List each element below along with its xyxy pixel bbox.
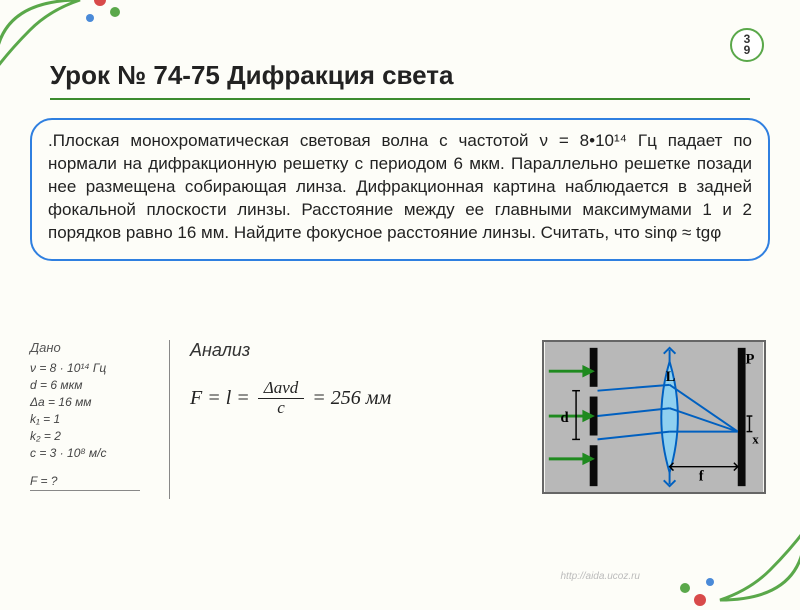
label-L: L bbox=[666, 369, 676, 385]
grating-segment bbox=[590, 348, 598, 387]
svg-text:f: f bbox=[699, 468, 704, 484]
watermark: http://aida.ucoz.ru bbox=[561, 571, 641, 582]
slide-title: Урок № 74-75 Дифракция света bbox=[50, 60, 454, 91]
formula-lhs: F = l = bbox=[190, 387, 250, 410]
analysis-heading: Анализ bbox=[190, 340, 522, 361]
given-line: ν = 8 · 10¹⁴ Гц bbox=[30, 361, 160, 375]
title-underline bbox=[50, 98, 750, 100]
svg-text:d: d bbox=[560, 410, 568, 426]
svg-text:x: x bbox=[752, 432, 759, 446]
diagram-column: d P L bbox=[542, 340, 770, 499]
given-heading: Дано bbox=[30, 340, 160, 355]
body-area: Дано ν = 8 · 10¹⁴ Гц d = 6 мкм Δa = 16 м… bbox=[30, 340, 770, 499]
given-line: k₁ = 1 bbox=[30, 412, 160, 426]
corner-ornament-br bbox=[650, 510, 800, 610]
analysis-column: Анализ F = l = Δaνd c = 256 мм bbox=[190, 340, 522, 499]
given-line: Δa = 16 мм bbox=[30, 395, 160, 409]
formula-fraction: Δaνd c bbox=[258, 379, 305, 417]
given-line: d = 6 мкм bbox=[30, 378, 160, 392]
screen bbox=[738, 348, 746, 486]
formula-result: = 256 мм bbox=[312, 387, 391, 410]
label-P: P bbox=[746, 351, 755, 367]
focal-length-formula: F = l = Δaνd c = 256 мм bbox=[190, 379, 522, 417]
given-column: Дано ν = 8 · 10¹⁴ Гц d = 6 мкм Δa = 16 м… bbox=[30, 340, 170, 499]
formula-numerator: Δaνd bbox=[258, 379, 305, 399]
given-line: k₂ = 2 bbox=[30, 429, 160, 443]
formula-denominator: c bbox=[271, 399, 291, 418]
grating-segment bbox=[590, 445, 598, 486]
problem-statement: .Плоская монохроматическая световая волн… bbox=[30, 118, 770, 261]
given-find: F = ? bbox=[30, 474, 160, 488]
optics-diagram: d P L bbox=[542, 340, 766, 494]
page-number-bottom: 9 bbox=[744, 45, 751, 56]
page-number-badge: 3 9 bbox=[730, 28, 764, 62]
given-line: c = 3 · 10⁸ м/с bbox=[30, 446, 160, 460]
